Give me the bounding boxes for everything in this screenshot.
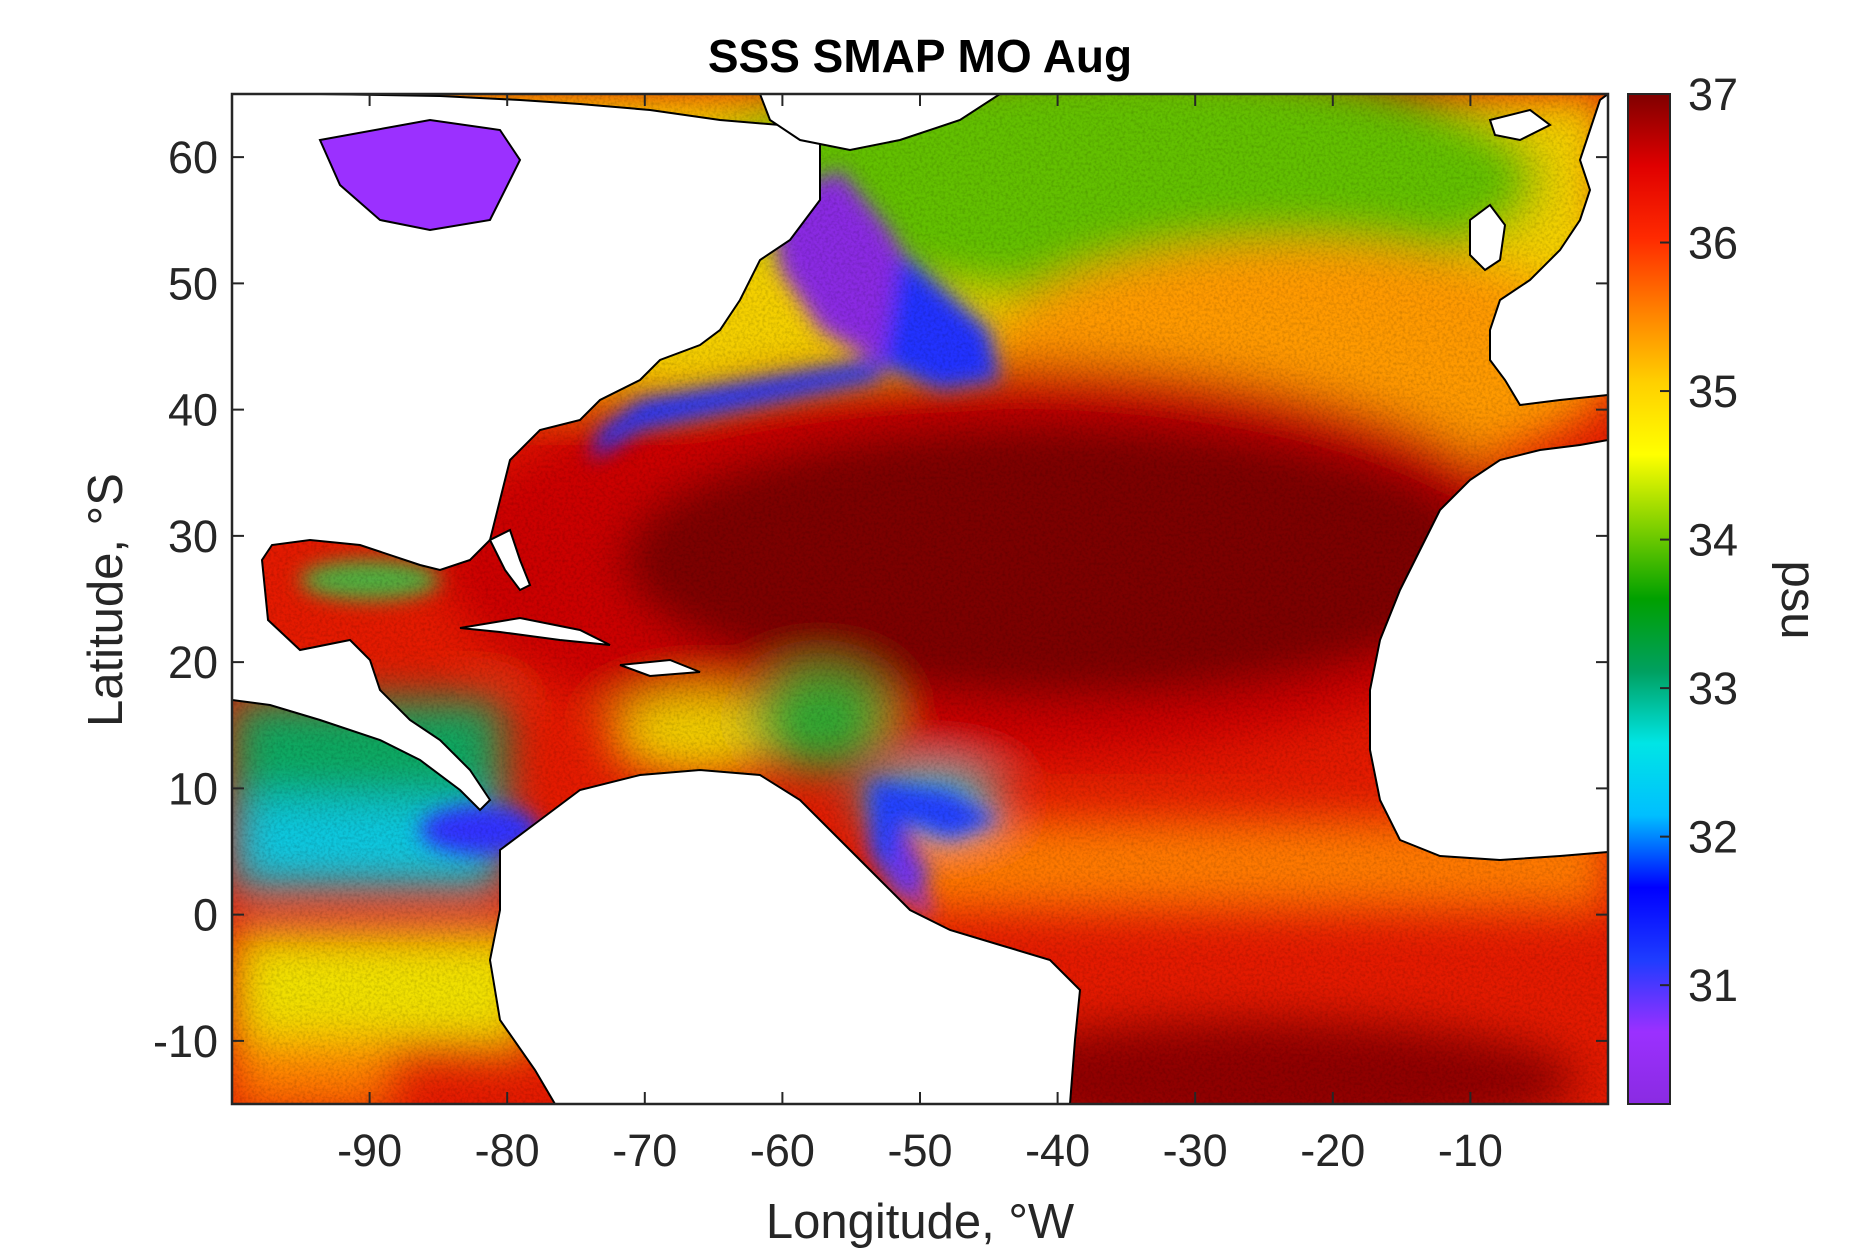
y-tick-label: -10 — [153, 1016, 218, 1067]
british-isles — [1469, 203, 1507, 272]
hudson-bay-water-mask — [318, 118, 522, 232]
y-tick-label: 50 — [168, 258, 218, 309]
colorbar-tick-label: 32 — [1688, 812, 1738, 863]
y-tick-label: 0 — [193, 890, 218, 941]
y-axis: -10 0 10 20 30 40 50 60 — [153, 132, 1608, 1067]
y-tick-label: 30 — [168, 511, 218, 562]
y-tick-label: 40 — [168, 385, 218, 436]
x-tick-label: -40 — [1025, 1125, 1090, 1176]
chart-title: SSS SMAP MO Aug — [708, 30, 1132, 82]
y-tick-label: 60 — [168, 132, 218, 183]
x-tick-label: -20 — [1300, 1125, 1365, 1176]
africa-land — [1369, 438, 1608, 862]
colorbar-tick-label: 33 — [1688, 663, 1738, 714]
colorbar-tick-label: 37 — [1688, 69, 1738, 120]
x-axis-label: Longitude, °W — [766, 1195, 1075, 1249]
y-axis-label: Latitude, °S — [79, 473, 133, 727]
x-tick-label: -80 — [475, 1125, 540, 1176]
greenland-land — [758, 94, 1002, 152]
y-tick-label: 10 — [168, 763, 218, 814]
x-tick-label: -50 — [887, 1125, 952, 1176]
x-tick-label: -70 — [612, 1125, 677, 1176]
colorbar-tick-label: 35 — [1688, 366, 1738, 417]
colorbar: 31 32 33 34 35 36 37 psu — [1627, 69, 1825, 1105]
colorbar-gradient — [1627, 93, 1671, 1105]
colorbar-tick-label: 31 — [1688, 960, 1738, 1011]
x-tick-label: -30 — [1163, 1125, 1228, 1176]
south-america-land — [488, 768, 1082, 1104]
florida-peninsula — [488, 528, 532, 592]
x-tick-label: -10 — [1438, 1125, 1503, 1176]
colorbar-label: psu — [1771, 560, 1825, 639]
x-tick-label: -60 — [750, 1125, 815, 1176]
x-axis: -90 -80 -70 -60 -50 -40 -30 -20 -10 — [337, 94, 1503, 1176]
hispaniola-island — [619, 658, 701, 678]
cuba-island — [459, 616, 611, 646]
x-tick-label: -90 — [337, 1125, 402, 1176]
salinity-field — [232, 94, 1608, 1104]
iceland — [1488, 108, 1552, 142]
colorbar-tick-label: 34 — [1688, 515, 1738, 566]
land-masses — [232, 94, 1608, 1104]
colorbar-tick-label: 36 — [1688, 218, 1738, 269]
y-tick-label: 20 — [168, 637, 218, 688]
europe-land — [1489, 94, 1608, 407]
